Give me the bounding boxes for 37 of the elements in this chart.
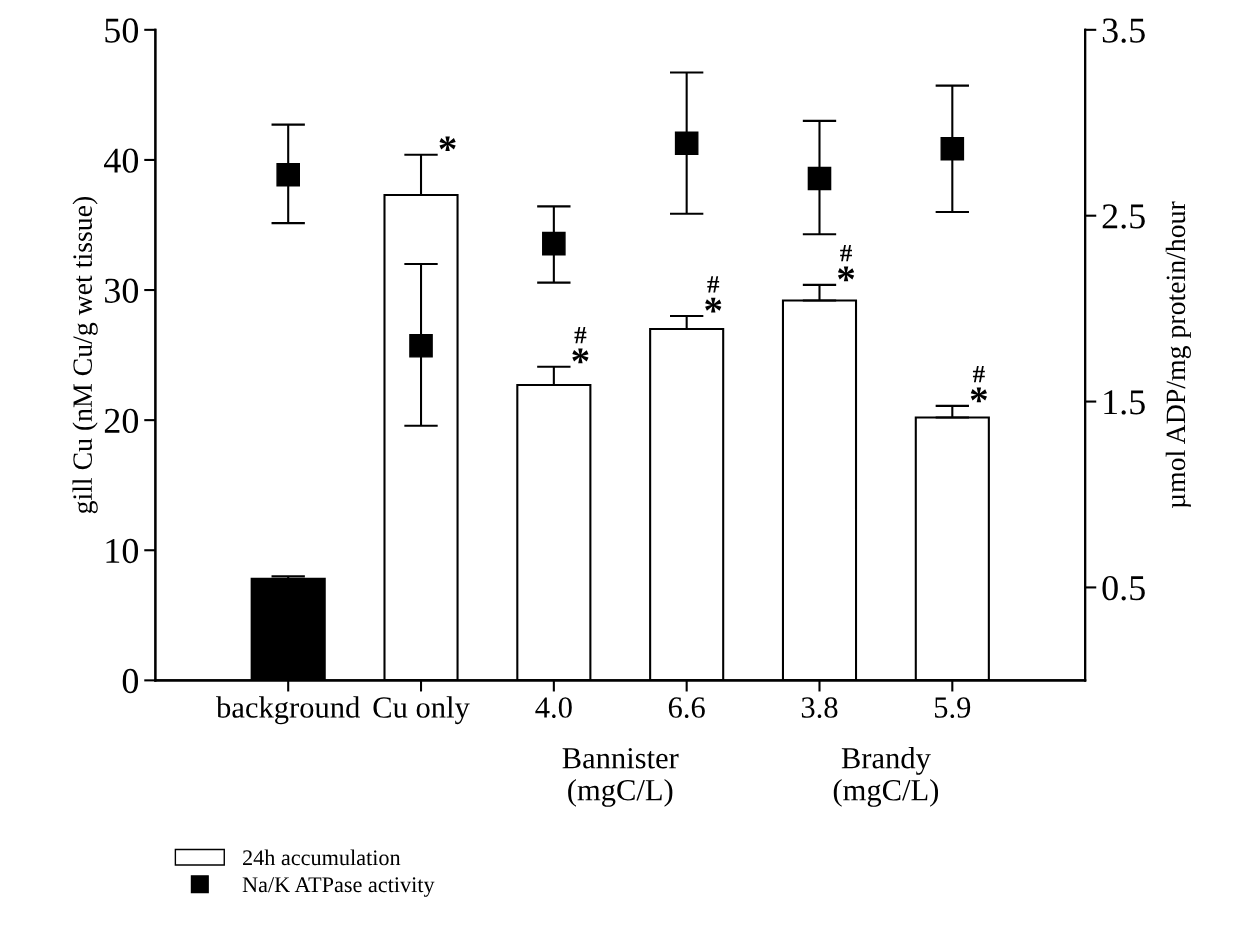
y2-axis-title: µmol ADP/mg protein/hour [1165, 201, 1191, 509]
annotation: * [439, 136, 456, 152]
y2-tick-label: 3.5 [1102, 18, 1145, 43]
point [807, 166, 832, 191]
y-tick-label: 50 [105, 18, 139, 43]
y-axis-title: gill Cu (nM Cu/g wet tissue) [72, 196, 98, 514]
y-tick-label: 30 [105, 278, 139, 303]
x-tick-label: 6.6 [668, 697, 705, 718]
x-tick-label: 5.9 [934, 697, 971, 718]
legend-label: 24h accumulation [243, 849, 401, 866]
point [674, 131, 699, 156]
point [940, 136, 965, 161]
text: Bannister (mgC/L) [562, 748, 679, 807]
x-tick-label: 3.8 [801, 697, 838, 718]
x-tick-label: Cu only [373, 696, 470, 725]
annotation: # [707, 276, 720, 293]
y-tick-label: 10 [106, 538, 139, 564]
y2-tick-label: 0.5 [1102, 575, 1145, 601]
annotation: * [970, 387, 987, 403]
annotation: * [837, 266, 855, 282]
y-tick-label: 20 [104, 408, 139, 434]
x-tick-label: 4.0 [535, 697, 572, 718]
legend-label: Na/K ATPase activity [242, 877, 435, 897]
y2-tick-label: 1.5 [1104, 390, 1145, 415]
annotation: # [972, 365, 985, 383]
y-tick-label: 40 [104, 148, 139, 173]
point [409, 333, 433, 358]
annotation: # [574, 326, 587, 344]
annotation: # [840, 244, 852, 262]
y2-tick-label: 2.5 [1102, 204, 1145, 229]
y-tick-label: 0 [122, 668, 139, 694]
point [542, 231, 566, 256]
annotation: * [705, 297, 722, 313]
point [276, 162, 301, 187]
text: Brandy (mgC/L) [833, 747, 939, 807]
x-tick-label: background [216, 696, 360, 725]
annotation: * [572, 348, 589, 364]
